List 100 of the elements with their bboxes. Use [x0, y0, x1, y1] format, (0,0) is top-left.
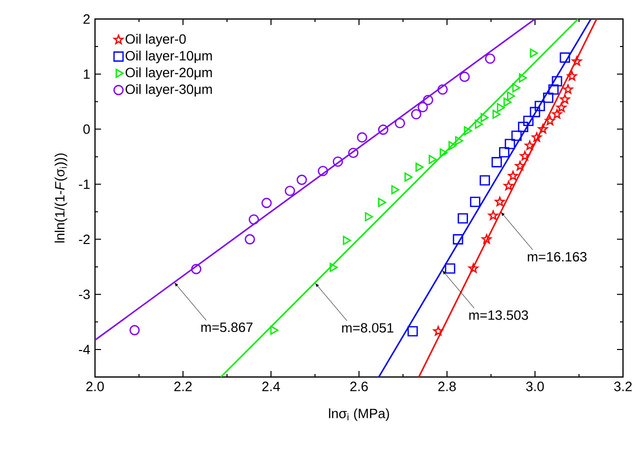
x-tick-label: 2.0: [86, 382, 104, 392]
point: [418, 102, 428, 112]
point: [364, 212, 373, 222]
y-tick-label: 0: [83, 124, 90, 134]
point: [261, 198, 272, 208]
legend-label: Oil layer-20μm: [126, 67, 212, 80]
point: [484, 54, 496, 64]
point: [296, 174, 307, 185]
point: [480, 113, 489, 122]
y-axis-title: lnln(1/(1-F(σ$_{i}$))): [54, 153, 68, 242]
point: [444, 263, 456, 274]
point: [474, 120, 483, 129]
point: [512, 83, 520, 92]
point: [433, 326, 444, 336]
point: [508, 170, 518, 180]
point: [342, 236, 351, 245]
point: [318, 166, 328, 176]
point: [244, 234, 256, 244]
point: [518, 73, 527, 82]
point: [470, 196, 480, 208]
x-tick-label: 3.0: [526, 382, 544, 392]
point: [524, 140, 535, 150]
x-tick-label: 2.4: [262, 382, 280, 392]
point: [448, 141, 457, 150]
annotation: m=5.867: [201, 322, 252, 332]
point: [523, 116, 534, 126]
point: [330, 262, 338, 272]
point: [416, 162, 424, 172]
point: [545, 116, 555, 126]
point: [191, 264, 202, 274]
point: [428, 154, 437, 164]
point: [464, 126, 472, 136]
legend-label: Oil layer-10μm: [126, 50, 212, 64]
point: [515, 160, 525, 170]
point: [572, 56, 582, 66]
legend-label: Oil layer-0: [126, 34, 186, 46]
point: [543, 92, 554, 103]
x-tick-label: 2.6: [350, 382, 368, 392]
point: [356, 132, 368, 143]
point: [552, 76, 562, 86]
x-axis-title: lnσ$_{i}$ (MPa): [329, 408, 390, 421]
point: [437, 84, 448, 95]
point: [468, 263, 478, 273]
point: [270, 326, 278, 335]
point: [440, 148, 448, 158]
point: [129, 325, 140, 336]
point: [480, 175, 490, 186]
point: [504, 180, 514, 190]
point: [391, 185, 400, 194]
y-tick-label: -1: [78, 180, 90, 189]
annotation: m=13.503: [469, 310, 528, 320]
x-tick-label: 2.2: [174, 382, 192, 392]
point: [548, 84, 559, 95]
point: [248, 214, 259, 225]
point: [455, 136, 464, 146]
point: [530, 106, 540, 118]
point: [458, 213, 468, 224]
annotation: m=8.051: [342, 323, 394, 333]
point: [520, 150, 530, 160]
point: [459, 72, 470, 82]
point: [556, 102, 566, 112]
point: [567, 71, 577, 81]
y-tick-label: -2: [78, 234, 90, 244]
point: [504, 98, 512, 107]
legend-label: Oil layer-30μm: [126, 84, 212, 97]
point: [408, 326, 418, 336]
x-tick-label: 3.2: [614, 382, 632, 392]
point: [496, 103, 505, 112]
point: [552, 109, 562, 119]
point: [507, 92, 516, 101]
x-tick-label: 2.8: [438, 382, 456, 392]
point: [488, 210, 498, 220]
point: [530, 48, 538, 58]
y-tick-label: 2: [84, 14, 90, 24]
annotation: m=16.163: [528, 252, 587, 262]
point: [511, 130, 522, 141]
point: [499, 147, 510, 158]
point: [563, 84, 573, 94]
point: [560, 52, 570, 63]
point: [534, 100, 545, 112]
point: [492, 110, 501, 119]
point: [504, 138, 516, 150]
point: [404, 172, 413, 182]
y-tick-label: -3: [78, 290, 90, 300]
point: [494, 196, 505, 206]
point: [518, 122, 528, 132]
point: [492, 157, 502, 168]
point: [482, 234, 492, 244]
y-tick-label: 1: [84, 69, 90, 79]
point: [378, 124, 388, 135]
point: [284, 186, 296, 196]
point: [538, 124, 548, 134]
point: [411, 109, 422, 120]
point: [394, 118, 406, 128]
point: [422, 94, 434, 106]
point: [532, 132, 542, 142]
point: [560, 94, 570, 104]
point: [332, 156, 344, 167]
point: [348, 148, 358, 158]
point: [452, 234, 464, 244]
